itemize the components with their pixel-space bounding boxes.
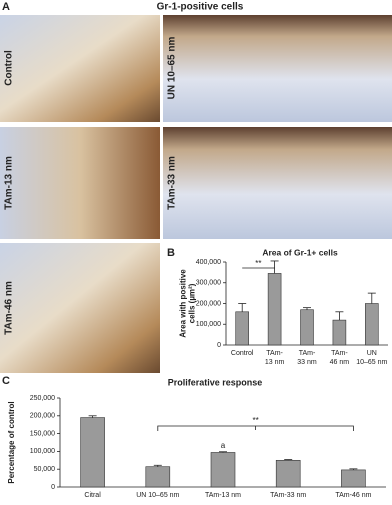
y-tick-label: 200,000	[196, 300, 221, 307]
significance-label: **	[252, 416, 258, 425]
y-tick-label: 200,000	[30, 413, 55, 420]
significance-bracket	[157, 425, 354, 431]
y-axis-label: Area with positive	[179, 269, 188, 338]
x-tick-label: TAm-	[266, 350, 283, 357]
x-tick-label: TAm-33 nm	[270, 492, 306, 499]
histology-image	[0, 243, 160, 373]
histology-image	[0, 15, 160, 122]
image-label: TAm-33 nm	[167, 156, 178, 210]
x-tick-label: 10–65 nm	[356, 359, 387, 366]
y-tick-label: 0	[51, 484, 55, 491]
significance-label: **	[255, 259, 261, 268]
x-tick-label: UN 10–65 nm	[136, 492, 179, 499]
y-tick-label: 100,000	[196, 321, 221, 328]
bar	[210, 452, 236, 488]
y-tick-label: 100,000	[30, 448, 55, 455]
x-tick-label: UN	[367, 350, 377, 357]
annotation: a	[221, 441, 226, 450]
y-axis-label: cells (µm²)	[188, 283, 197, 323]
x-tick-label: 46 nm	[330, 359, 350, 366]
bar	[145, 466, 171, 488]
bar	[235, 311, 249, 346]
bar	[267, 273, 282, 346]
chart-title: Area of Gr-1+ cells	[262, 247, 338, 257]
x-tick-label: TAm-	[299, 350, 316, 357]
y-axis-label: Percentage of control	[7, 401, 16, 483]
x-tick-label: 13 nm	[265, 359, 285, 366]
x-tick-label: Control	[231, 350, 254, 357]
bar	[300, 309, 314, 346]
bar	[275, 459, 301, 488]
x-tick-label: Citral	[84, 492, 101, 499]
panel-title: Gr-1-positive cells	[157, 2, 244, 13]
panel-label: A	[2, 1, 10, 13]
bar	[332, 319, 347, 346]
image-label: TAm-13 nm	[4, 156, 15, 210]
panel-label: C	[2, 375, 10, 387]
y-tick-label: 400,000	[196, 259, 221, 266]
x-tick-label: TAm-	[331, 350, 348, 357]
x-tick-label: TAm-13 nm	[205, 492, 241, 499]
chart-title: Proliferative response	[168, 377, 263, 387]
x-tick-label: 33 nm	[297, 359, 317, 366]
histology-image	[163, 15, 392, 122]
panel-label: B	[167, 247, 175, 259]
y-tick-label: 300,000	[196, 280, 221, 287]
image-label: Control	[4, 50, 15, 86]
image-label: TAm-46 nm	[4, 281, 15, 335]
bar	[341, 469, 366, 488]
y-tick-label: 250,000	[30, 395, 55, 402]
image-label: UN 10–65 nm	[167, 36, 178, 99]
x-tick-label: TAm-46 nm	[335, 492, 371, 499]
histology-image	[0, 127, 160, 239]
bar	[365, 303, 379, 346]
y-tick-label: 0	[217, 342, 221, 349]
y-tick-label: 150,000	[30, 430, 55, 437]
bar	[80, 417, 105, 488]
y-tick-label: 50,000	[34, 466, 56, 473]
histology-image	[163, 127, 392, 239]
